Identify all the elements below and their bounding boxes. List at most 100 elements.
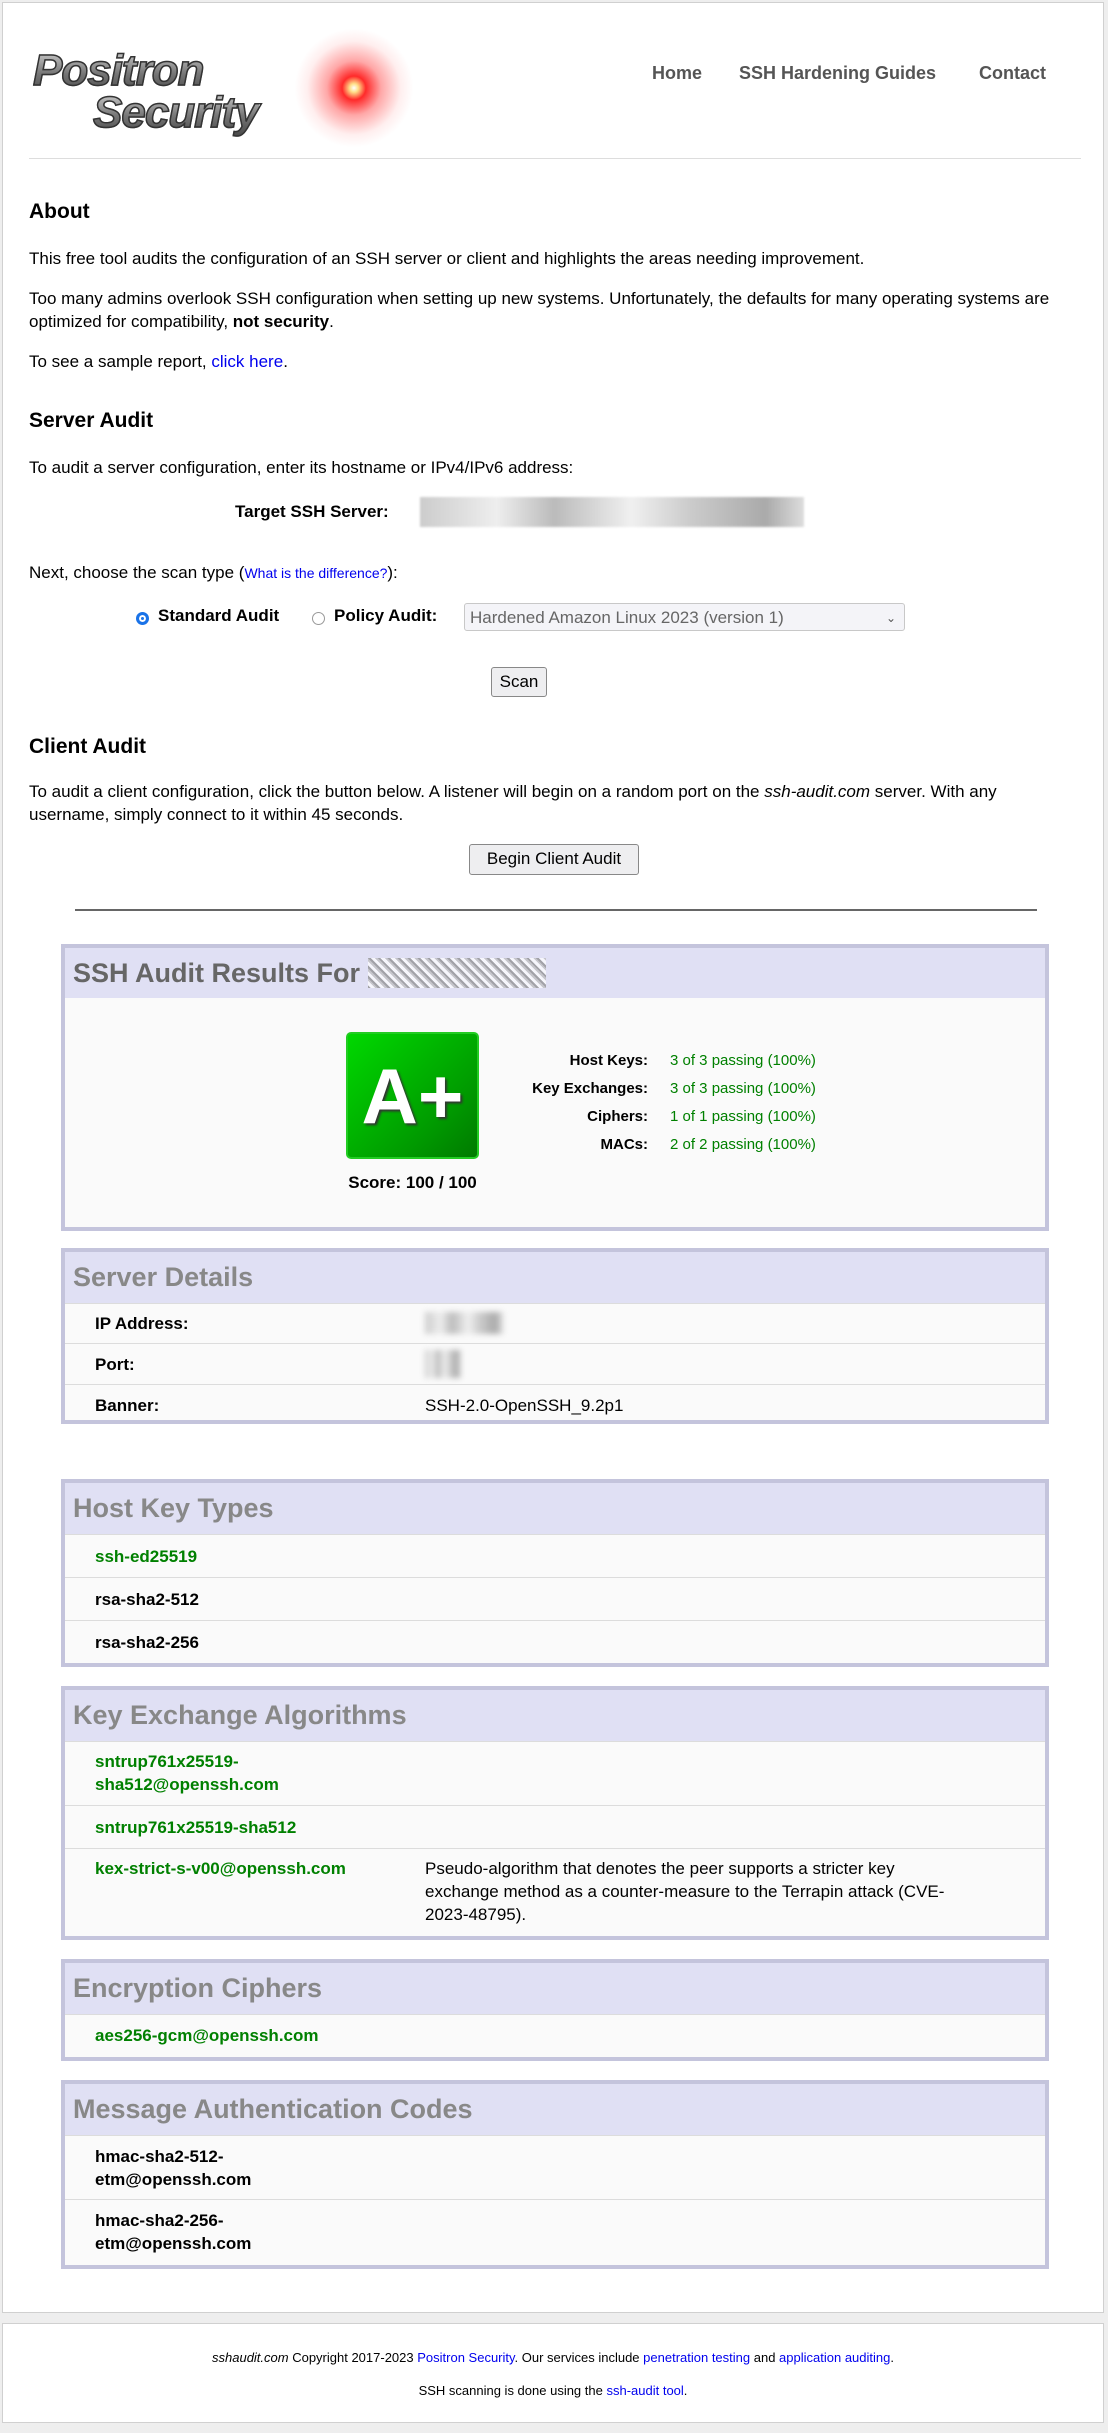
- encryption-ciphers-header: Encryption Ciphers: [65, 1963, 1045, 2014]
- detail-value: SSH-2.0-OpenSSH_9.2p1: [425, 1396, 624, 1415]
- kex-name: kex-strict-s-v00@openssh.com: [95, 1859, 346, 1878]
- nav-contact[interactable]: Contact: [979, 63, 1046, 83]
- policy-select[interactable]: Hardened Amazon Linux 2023 (version 1) ⌄: [464, 603, 905, 631]
- policy-select-value: Hardened Amazon Linux 2023 (version 1): [470, 608, 784, 627]
- sample-report-text: To see a sample report,: [29, 352, 212, 371]
- host-key-row: rsa-sha2-512: [65, 1577, 1045, 1620]
- footer-services: . Our services include: [514, 2350, 644, 2365]
- host-key-types-panel: Host Key Types ssh-ed25519 rsa-sha2-512 …: [61, 1479, 1049, 1667]
- host-key-row: rsa-sha2-256: [65, 1620, 1045, 1663]
- footer-scanning-text: SSH scanning is done using the: [418, 2383, 607, 2398]
- nav-ssh-hardening-guides[interactable]: SSH Hardening Guides: [739, 63, 937, 83]
- client-audit-domain: ssh-audit.com: [764, 782, 871, 801]
- about-heading: About: [29, 200, 90, 223]
- about-text-2-main: Too many admins overlook SSH configurati…: [29, 289, 1050, 331]
- stat-value: 3 of 3 passing (100%): [670, 1052, 816, 1069]
- footer-end: .: [890, 2350, 894, 2365]
- host-key-row: ssh-ed25519: [65, 1534, 1045, 1577]
- results-divider: [75, 909, 1037, 911]
- detail-label: Port:: [95, 1355, 135, 1374]
- mac-name-part1: hmac-sha2-256-: [95, 2211, 224, 2230]
- encryption-ciphers-panel: Encryption Ciphers aes256-gcm@openssh.co…: [61, 1959, 1049, 2061]
- about-text-2-bold: not security: [232, 312, 330, 331]
- redacted-hostname: [368, 958, 547, 988]
- stat-label: Host Keys:: [569, 1052, 648, 1069]
- grade-badge: A+: [346, 1032, 479, 1159]
- cipher-row: aes256-gcm@openssh.com: [65, 2014, 1045, 2057]
- detail-row-ip: IP Address:: [65, 1303, 1045, 1343]
- positron-security-logo[interactable]: Positron Security: [29, 28, 414, 153]
- about-text-3: To see a sample report, click here.: [29, 350, 1069, 373]
- lens-flare-icon: [294, 28, 414, 148]
- scan-type-end: ):: [387, 563, 398, 582]
- scan-button[interactable]: Scan: [491, 667, 547, 697]
- key-exchange-header: Key Exchange Algorithms: [65, 1690, 1045, 1741]
- client-audit-text: To audit a client configuration, click t…: [29, 780, 1069, 826]
- mac-row: hmac-sha2-512- etm@openssh.com: [65, 2135, 1045, 2199]
- stat-label: MACs:: [600, 1136, 649, 1153]
- target-ssh-server-input[interactable]: [420, 497, 804, 527]
- audit-results-title: SSH Audit Results For: [73, 957, 361, 988]
- detail-row-banner: Banner: SSH-2.0-OpenSSH_9.2p1: [65, 1384, 1045, 1425]
- footer-and: and: [750, 2350, 780, 2365]
- sample-report-end: .: [283, 352, 288, 371]
- kex-row: kex-strict-s-v00@openssh.com Pseudo-algor…: [65, 1848, 1045, 1935]
- redacted-ip: [425, 1312, 503, 1334]
- about-text-2-end: .: [329, 312, 334, 331]
- client-audit-heading: Client Audit: [29, 735, 147, 758]
- kex-row: sntrup761x25519- sha512@openssh.com: [65, 1741, 1045, 1805]
- penetration-testing-link[interactable]: penetration testing: [643, 2350, 751, 2365]
- stat-value: 1 of 1 passing (100%): [670, 1108, 816, 1125]
- mac-header: Message Authentication Codes: [65, 2084, 1045, 2135]
- scan-type-prompt: Next, choose the scan type (: [29, 563, 245, 582]
- kex-name-part1: sntrup761x25519-: [95, 1752, 239, 1771]
- client-audit-text-main: To audit a client configuration, click t…: [29, 782, 765, 801]
- logo-text-security: Security: [92, 87, 260, 138]
- application-auditing-link[interactable]: application auditing: [779, 2350, 891, 2365]
- kex-note: Pseudo-algorithm that denotes the peer s…: [425, 1859, 945, 1924]
- footer-line2-end: .: [683, 2383, 688, 2398]
- stat-value: 2 of 2 passing (100%): [670, 1136, 816, 1153]
- mac-panel: Message Authentication Codes hmac-sha2-5…: [61, 2080, 1049, 2269]
- footer-copyright: Copyright 2017-2023: [288, 2350, 418, 2365]
- key-exchange-panel: Key Exchange Algorithms sntrup761x25519-…: [61, 1686, 1049, 1940]
- nav-home[interactable]: Home: [652, 63, 703, 83]
- kex-row: sntrup761x25519-sha512: [65, 1805, 1045, 1848]
- footer: sshaudit.com Copyright 2017-2023 Positro…: [2, 2323, 1104, 2423]
- target-ssh-server-label: Target SSH Server:: [235, 502, 389, 521]
- stat-label: Ciphers:: [587, 1108, 648, 1125]
- scan-type-text: Next, choose the scan type (What is the …: [29, 561, 1069, 585]
- detail-label: IP Address:: [95, 1314, 189, 1333]
- standard-audit-radio[interactable]: [136, 612, 149, 625]
- score-text: Score: 100 / 100: [348, 1173, 477, 1192]
- kex-name-part2: sha512@openssh.com: [95, 1775, 279, 1794]
- client-audit-text-end: server. With any username, simply connec…: [29, 782, 997, 824]
- what-is-difference-link[interactable]: What is the difference?: [244, 565, 388, 581]
- policy-audit-label[interactable]: Policy Audit:: [334, 606, 438, 625]
- positron-security-link[interactable]: Positron Security: [417, 2350, 515, 2365]
- main-content: Positron Security Home SSH Hardening Gui…: [2, 2, 1104, 2313]
- logo-text-positron: Positron: [32, 45, 205, 96]
- begin-client-audit-button[interactable]: Begin Client Audit: [469, 844, 639, 875]
- mac-row: hmac-sha2-256- etm@openssh.com: [65, 2199, 1045, 2265]
- about-text-1: This free tool audits the configuration …: [29, 249, 865, 268]
- ssh-audit-tool-link[interactable]: ssh-audit tool: [606, 2383, 684, 2398]
- about-text-2: Too many admins overlook SSH configurati…: [29, 287, 1069, 333]
- redacted-port: [425, 1350, 461, 1378]
- footer-line-1: sshaudit.com Copyright 2017-2023 Positro…: [3, 2350, 1103, 2365]
- server-audit-heading: Server Audit: [29, 409, 154, 432]
- server-details-panel: Server Details IP Address: Port: Banner:…: [61, 1248, 1049, 1424]
- footer-line-2: SSH scanning is done using the ssh-audit…: [3, 2383, 1103, 2398]
- server-details-header: Server Details: [65, 1252, 1045, 1303]
- detail-row-port: Port:: [65, 1343, 1045, 1384]
- stat-label: Key Exchanges:: [532, 1080, 648, 1097]
- policy-audit-radio[interactable]: [312, 612, 325, 625]
- header-divider: [29, 158, 1081, 159]
- mac-name-part2: etm@openssh.com: [95, 2170, 252, 2189]
- mac-name-part2: etm@openssh.com: [95, 2234, 252, 2253]
- stat-value: 3 of 3 passing (100%): [670, 1080, 816, 1097]
- host-key-types-header: Host Key Types: [65, 1483, 1045, 1534]
- chevron-down-icon: ⌄: [885, 611, 896, 625]
- standard-audit-label[interactable]: Standard Audit: [158, 606, 280, 625]
- sample-report-link[interactable]: click here: [211, 352, 284, 371]
